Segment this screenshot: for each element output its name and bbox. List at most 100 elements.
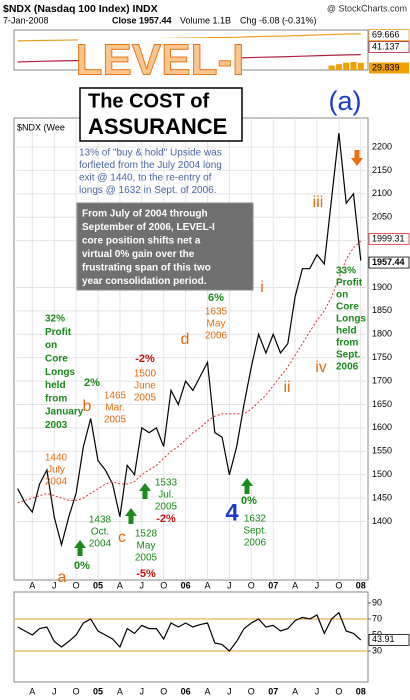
annotation: Core [336,302,359,313]
annotation: May [207,319,226,330]
up-arrow [139,483,151,499]
y-tick-label: 1600 [372,422,392,432]
annotation: Mar. [105,403,124,414]
annotation: 1635 [205,307,228,318]
annotation: January [45,407,84,418]
bar [343,62,350,70]
x-tick-label: O [248,580,255,590]
annotation: iv [315,359,327,376]
annotation: 1440 [45,453,68,464]
annotation: 13% of "buy & hold" Upside was [79,148,222,159]
annotation: longs @ 1632 in Sept. of 2006. [79,185,216,196]
bar [335,64,342,70]
annotation: a [58,569,67,586]
annotation: Profit [45,327,72,338]
annotation: frustrating span of this two [82,263,211,274]
annotation: 2004 [45,477,68,488]
top-panel: 69.666 41.137 29.839 [13,29,410,74]
last-value-box [368,633,410,646]
series-line [17,132,362,548]
annotation: 0% [241,495,257,507]
y-tick-label: 1800 [372,329,392,339]
last-value-label: 69.666 [372,29,400,39]
close: Close 1957.44 [112,15,172,25]
annotation: 2004 [89,539,112,550]
x-tick-label: O [73,686,80,696]
title-line: The COST of [88,90,209,112]
last-value-box [368,41,410,53]
x-tick-label: 08 [356,686,366,696]
y-tick-label: 1900 [372,282,392,292]
x-tick-label: J [315,580,320,590]
x-tick-label: O [160,580,167,590]
x-tick-label: J [227,686,232,696]
y-tick-label: 1450 [372,492,392,502]
y-tick-label: 2100 [372,188,392,198]
date: 7-Jan-2008 [3,15,49,25]
series-line [17,611,362,652]
y-tick-label: 1750 [372,352,392,362]
annotation: September of 2006, LEVEL-I [82,222,215,233]
annotation: i [260,279,264,296]
x-tick-label: A [29,686,35,696]
annotation: 1438 [89,515,112,526]
y-tick-label: 30 [372,645,382,655]
annotation: on [336,290,348,301]
annotation: June [134,381,156,392]
annotation: Sept. [336,350,361,361]
panel-frame [13,591,369,683]
x-tick-label: J [52,580,57,590]
last-value-box [368,29,410,41]
annotation: 2005 [134,393,157,404]
y-tick-label: 1500 [372,469,392,479]
x-tick-label: 06 [181,580,191,590]
annotation: From July of 2004 through [82,209,208,220]
annotation: virtual 0% gain over the [82,249,195,260]
annotation: 1465 [104,391,127,402]
annotation: Longs [45,367,75,378]
x-tick-label: 05 [93,580,103,590]
title-box [79,87,243,142]
up-arrow [241,478,253,494]
annotation: held [336,326,357,337]
annotation: 0% [74,560,90,572]
y-tick-label: 1700 [372,375,392,385]
ticker: $NDX (Nasdaq 100 Index) INDX [3,3,158,15]
series-line [17,240,362,504]
note-box [76,202,254,291]
logo-text: LEVEL-I [76,36,245,85]
annotation: (a) [329,86,362,116]
annotation: ii [283,379,290,396]
annotation: Oct. [91,527,109,538]
x-tick-label: 06 [181,686,191,696]
arrows [74,150,363,556]
annotation: held [45,380,66,391]
x-tick-label: A [204,580,210,590]
down-arrow [351,150,363,166]
annotation: 1632 [244,514,267,525]
up-arrow [74,540,86,556]
x-tick-label: J [227,580,232,590]
annotation: forfieted from the July 2004 long [79,160,222,171]
annotation: 2005 [135,553,158,564]
annotation: 6% [208,292,224,304]
logo-box [78,38,242,86]
last-value-label: 1999.31 [372,233,405,243]
annotation: 2005 [104,415,127,426]
y-tick-label: 70 [372,613,382,623]
x-tick-label: 07 [268,580,278,590]
x-tick-label: O [160,686,167,696]
annotation: -5% [136,568,156,580]
y-tick-label: 2150 [372,165,392,175]
annotation: d [181,331,190,348]
x-tick-label: O [248,686,255,696]
annotation: Profit [336,278,363,289]
annotation: from [336,338,358,349]
y-tick-label: 2200 [372,141,392,151]
x-tick-label: A [117,580,123,590]
annotation: 2005 [155,502,178,513]
annotation: 1500 [134,369,157,380]
y-tick-label: 90 [372,597,382,607]
x-tick-label: J [140,580,145,590]
